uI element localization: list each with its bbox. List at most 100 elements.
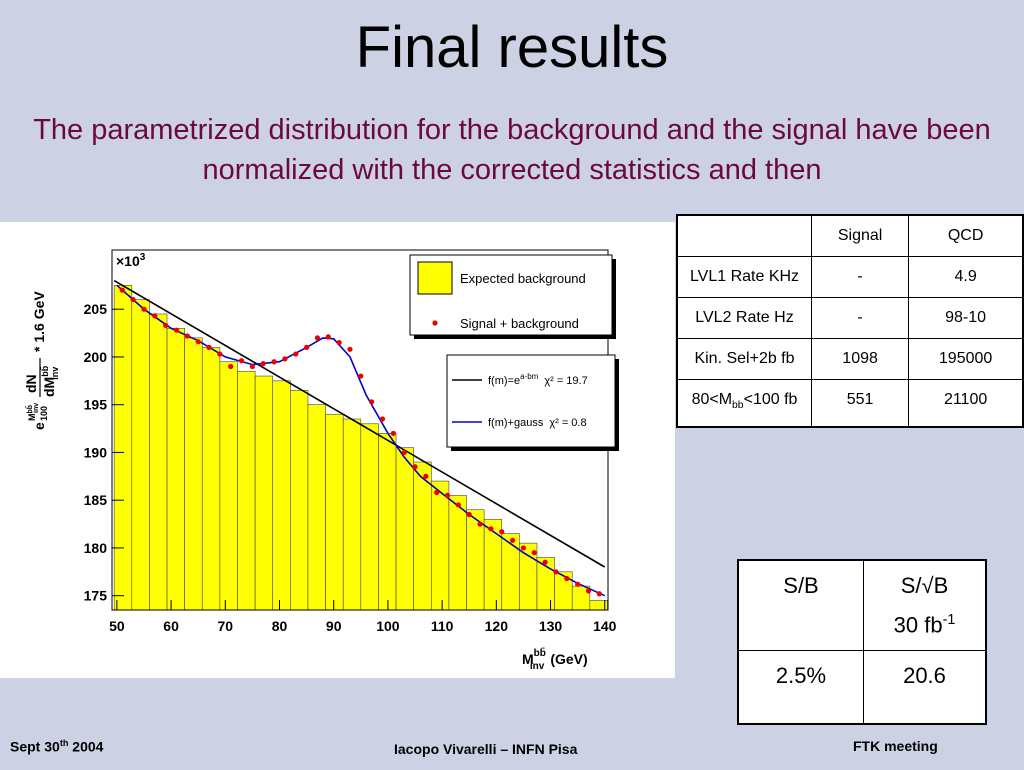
y-label-tail: * 1.6 GeV (31, 291, 47, 352)
cell: 4.9 (908, 256, 1024, 298)
y-label-num: dN (23, 374, 39, 393)
data-point (488, 526, 494, 532)
cell: 195000 (908, 338, 1024, 380)
legend-box (446, 354, 616, 448)
scale-base: ×10 (116, 253, 140, 269)
legend-sup: a-bm (520, 372, 539, 381)
legend-chi: χ² = 19.7 (544, 375, 587, 387)
cell: 98-10 (908, 297, 1024, 339)
x-label-sup: bb̄ (534, 647, 546, 659)
legend-marker (432, 320, 438, 326)
header-cell: S/√B 30 fb-1 (863, 559, 987, 652)
x-axis-label: Mbb̄ inv (GeV) (522, 647, 588, 672)
x-tick-label: 130 (539, 618, 563, 634)
data-point (412, 464, 418, 470)
footer-date: Sept 30th 2004 (10, 738, 103, 755)
y-tick-label: 180 (84, 540, 108, 556)
label-part: <100 fb (743, 391, 798, 408)
y-tick-label: 185 (84, 492, 108, 508)
header-text: 30 fb (893, 612, 943, 638)
data-point (564, 575, 570, 582)
histogram-bar (166, 328, 185, 611)
data-point (509, 537, 516, 543)
histogram-bar (360, 423, 379, 611)
histogram-bar (113, 285, 133, 611)
x-tick-label: 140 (593, 618, 617, 634)
header-cell: QCD (908, 214, 1024, 257)
data-point (596, 591, 602, 597)
data-point (358, 373, 364, 379)
histogram-bar (413, 461, 432, 611)
data-point (249, 363, 255, 370)
data-point (455, 502, 461, 508)
cell: 2.5% (737, 650, 864, 725)
data-point (401, 449, 407, 456)
x-tick-label: 50 (109, 618, 125, 634)
year: 2004 (68, 738, 104, 755)
table-row: LVL1 Rate KHz -4.9 (676, 256, 1024, 298)
x-label-sub: inv (530, 661, 545, 672)
cell: 1098 (810, 338, 910, 380)
histogram-bar (307, 404, 326, 611)
table-row: LVL2 Rate Hz -98-10 (676, 297, 1024, 339)
row-label: LVL1 Rate KHz (676, 256, 812, 298)
data-point (228, 363, 234, 370)
footer-author: Iacopo Vivarelli – INFN Pisa (394, 741, 578, 757)
histogram-bar (448, 495, 467, 611)
header-cell: S/B (737, 559, 864, 652)
legend-chi: χ² = 0.8 (549, 417, 586, 429)
label-part: 80<M (691, 391, 733, 408)
data-point (477, 521, 483, 527)
legend-swatch (417, 261, 453, 295)
data-point (531, 550, 537, 556)
scale-exp: 3 (140, 252, 146, 263)
histogram-bar (201, 347, 221, 611)
histogram-bar (430, 480, 450, 611)
data-point (282, 356, 288, 362)
data-point (347, 346, 353, 352)
data-point (206, 344, 212, 351)
y-tick-label: 200 (84, 349, 108, 365)
y-label-exp-base: e (31, 422, 47, 430)
histogram-bar (254, 375, 274, 611)
legend-label: f(m)+gauss χ² = 0.8 (488, 417, 587, 429)
y-label-part: bb̄ (40, 365, 50, 376)
header-text: S/√B (900, 573, 949, 598)
y-label-part: M (27, 414, 37, 422)
data-point (163, 322, 169, 329)
date-sup: th (59, 738, 69, 748)
data-point (314, 335, 321, 341)
table-row: 80<Mbb<100 fb 551 21100 (676, 379, 1024, 428)
cell: - (810, 256, 910, 298)
histogram-bar (342, 418, 362, 611)
histogram-bar (149, 313, 168, 611)
data-point (141, 306, 147, 312)
row-label: 80<Mbb<100 fb (676, 379, 812, 428)
x-tick-label: 90 (326, 618, 342, 634)
data-point (238, 358, 245, 364)
slide-subtitle: The parametrized distribution for the ba… (33, 114, 991, 186)
data-point (130, 297, 136, 303)
x-tick-label: 100 (376, 618, 400, 634)
histogram-bar (131, 299, 150, 611)
data-point (423, 473, 429, 479)
data-point (184, 333, 190, 339)
data-point (444, 492, 451, 499)
legend-label: Signal + background (460, 316, 579, 331)
y-tick-label: 190 (84, 444, 108, 460)
slide-title: Final results (355, 15, 669, 80)
y-tick-label: 175 (84, 588, 108, 604)
data-point (119, 287, 125, 293)
row-label: Kin. Sel+2b fb (676, 338, 812, 380)
histogram-bar (272, 380, 291, 611)
y-label-part: inv (50, 367, 60, 380)
data-point (217, 351, 223, 357)
fit-line (113, 279, 606, 568)
y-label-exp-den: 100 (39, 406, 49, 421)
data-point (390, 430, 396, 436)
legend-name: f(m)=e (488, 375, 520, 387)
table-row: 2.5% 20.6 (737, 650, 987, 725)
data-point (553, 569, 559, 575)
x-tick-label: 110 (431, 618, 454, 634)
